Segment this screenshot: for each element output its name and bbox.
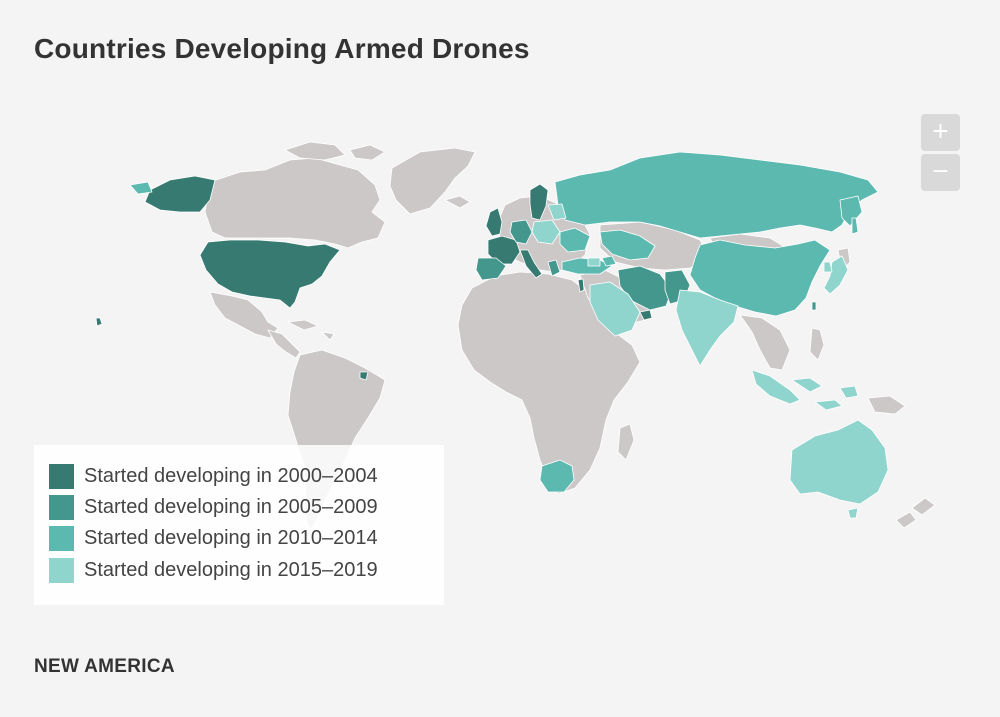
- legend-item: Started developing in 2015–2019: [49, 557, 378, 583]
- country-germany: [509, 219, 533, 245]
- land-central-america: [267, 329, 301, 359]
- country-uae: [639, 309, 653, 321]
- country-ukraine: [559, 227, 591, 253]
- land-iceland: [444, 195, 471, 209]
- land-papua: [867, 395, 906, 415]
- land-mexico: [209, 291, 279, 339]
- legend-label: Started developing in 2015–2019: [84, 558, 378, 581]
- country-south-korea: [823, 261, 833, 273]
- country-india: [675, 289, 739, 367]
- legend-label: Started developing in 2000–2004: [84, 464, 378, 487]
- legend-item: Started developing in 2000–2004: [49, 463, 378, 489]
- country-poland: [531, 219, 561, 245]
- legend-item: Started developing in 2005–2009: [49, 494, 378, 520]
- page-title: Countries Developing Armed Drones: [34, 33, 530, 64]
- land-canada: [204, 157, 386, 249]
- country-usa: [199, 239, 341, 309]
- zoom-in-button[interactable]: +: [921, 114, 960, 151]
- country-saudi-arabia: [589, 281, 641, 337]
- country-australia: [789, 419, 889, 505]
- country-italy: [519, 249, 543, 279]
- legend-swatch: [49, 494, 74, 520]
- country-spain: [475, 257, 507, 281]
- countries-2010-2014: [129, 151, 879, 493]
- legend-swatch: [49, 525, 74, 551]
- country-russia: [554, 151, 879, 239]
- country-greece: [547, 259, 561, 277]
- legend-swatch: [49, 463, 74, 489]
- land-southeast-asia: [739, 314, 791, 371]
- legend-item: Started developing in 2010–2014: [49, 525, 378, 551]
- land-arctic-islands: [284, 141, 346, 161]
- country-usa-alaska: [144, 175, 216, 213]
- country-uk: [485, 207, 503, 237]
- countries-2000-2004: [95, 175, 653, 381]
- legend-label: Started developing in 2010–2014: [84, 526, 378, 549]
- land-greenland: [389, 147, 476, 215]
- zoom-out-button[interactable]: −: [921, 154, 960, 191]
- countries-2015-2019: [531, 203, 889, 519]
- country-japan: [823, 255, 849, 295]
- country-sweden: [529, 183, 549, 221]
- country-israel: [577, 278, 585, 293]
- legend: Started developing in 2000–2004 Started …: [34, 445, 444, 605]
- legend-label: Started developing in 2005–2009: [84, 495, 378, 518]
- country-south-africa: [539, 459, 575, 493]
- country-kazakhstan: [599, 229, 656, 261]
- country-china: [689, 239, 831, 317]
- country-indonesia: [751, 369, 801, 405]
- land-madagascar: [617, 423, 635, 461]
- land-new-zealand: [911, 497, 936, 516]
- country-france: [487, 235, 521, 265]
- publisher-logo-text: NEW AMERICA: [34, 656, 175, 677]
- legend-swatch: [49, 557, 74, 583]
